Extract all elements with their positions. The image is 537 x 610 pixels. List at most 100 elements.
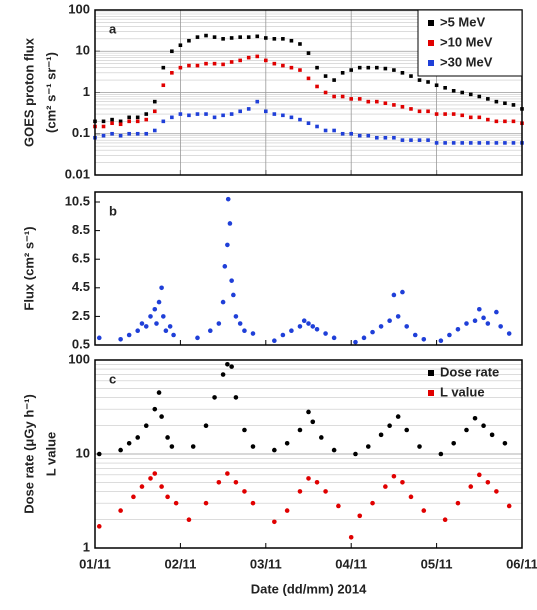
y-tick-label: 4.5 xyxy=(72,279,90,294)
plot-frame xyxy=(94,9,523,176)
point xyxy=(203,500,209,506)
point xyxy=(178,65,183,70)
point xyxy=(255,99,260,104)
point xyxy=(284,508,290,513)
point xyxy=(494,99,499,104)
point xyxy=(434,83,439,88)
point xyxy=(289,328,294,334)
point xyxy=(159,414,164,419)
point xyxy=(506,331,512,336)
point xyxy=(281,37,285,41)
point xyxy=(144,112,149,116)
point xyxy=(297,324,303,329)
point xyxy=(409,74,413,78)
point xyxy=(220,372,226,377)
point xyxy=(281,63,285,68)
point xyxy=(486,117,490,122)
point xyxy=(361,335,367,341)
point xyxy=(421,508,427,513)
point xyxy=(272,447,277,453)
point xyxy=(216,479,222,485)
point xyxy=(212,61,217,66)
point xyxy=(110,121,114,126)
point xyxy=(272,338,277,344)
point xyxy=(233,479,239,485)
point xyxy=(118,447,123,453)
point xyxy=(511,141,516,145)
point xyxy=(144,131,149,136)
point xyxy=(135,119,140,124)
y-axis-label: (cm² s⁻¹ sr⁻¹) xyxy=(43,52,58,133)
point xyxy=(391,292,397,298)
point xyxy=(298,117,302,122)
point xyxy=(233,395,239,400)
point xyxy=(451,141,456,145)
point xyxy=(118,119,123,124)
point xyxy=(464,321,469,326)
point xyxy=(340,94,345,99)
point xyxy=(297,489,303,494)
point xyxy=(426,80,430,84)
legend-marker xyxy=(428,60,434,66)
point xyxy=(204,61,208,66)
legend-marker xyxy=(428,40,434,46)
y-tick-label: 1 xyxy=(83,84,90,99)
point xyxy=(383,101,388,106)
legend-label: >30 MeV xyxy=(440,54,493,69)
point xyxy=(238,109,242,114)
point xyxy=(127,119,131,124)
point xyxy=(221,62,225,67)
point xyxy=(460,141,465,145)
point xyxy=(272,37,277,41)
point xyxy=(306,321,311,326)
point xyxy=(332,128,336,133)
point xyxy=(357,133,362,138)
point xyxy=(331,335,337,341)
point xyxy=(159,285,164,291)
point xyxy=(400,289,405,295)
point xyxy=(438,338,444,344)
legend-label: >5 MeV xyxy=(440,14,485,29)
point xyxy=(143,423,149,429)
point xyxy=(306,476,311,481)
point xyxy=(250,331,256,336)
point xyxy=(349,131,353,136)
point xyxy=(306,409,311,415)
point xyxy=(255,54,260,59)
point xyxy=(323,90,328,95)
plot-frame xyxy=(94,191,523,346)
point xyxy=(144,117,149,122)
point xyxy=(408,494,414,500)
point xyxy=(139,321,145,326)
point xyxy=(494,489,499,494)
point xyxy=(233,314,239,319)
y-tick-label: 1 xyxy=(83,539,90,554)
point xyxy=(395,314,401,319)
point xyxy=(96,451,102,457)
point xyxy=(366,99,371,104)
point xyxy=(272,61,277,66)
point xyxy=(378,432,384,438)
point xyxy=(468,141,473,145)
point xyxy=(264,36,268,40)
point xyxy=(216,321,222,326)
point xyxy=(443,112,447,116)
point xyxy=(340,131,345,136)
point xyxy=(173,500,179,506)
point xyxy=(118,122,123,127)
point xyxy=(246,55,251,60)
point xyxy=(195,35,200,39)
point xyxy=(357,97,362,101)
point xyxy=(110,117,114,122)
point xyxy=(481,423,486,429)
point xyxy=(231,292,236,298)
point xyxy=(163,328,169,334)
point xyxy=(110,131,114,136)
point xyxy=(485,321,491,326)
y-tick-label: 10 xyxy=(76,43,90,58)
point xyxy=(340,71,345,75)
point xyxy=(357,65,362,70)
point xyxy=(494,141,499,145)
point xyxy=(400,479,405,485)
point xyxy=(486,97,490,101)
